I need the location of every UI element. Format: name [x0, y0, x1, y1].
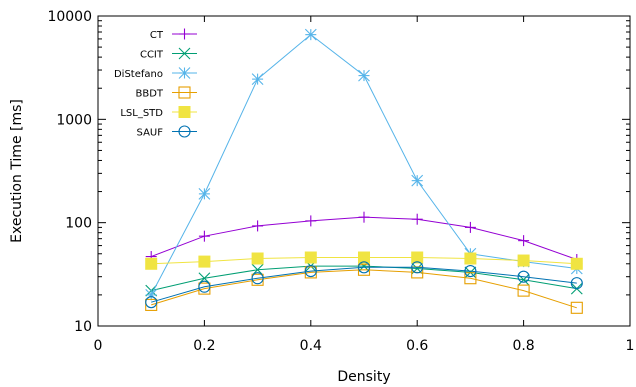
legend-label: DiStefano: [114, 69, 163, 80]
series-layer: [145, 28, 583, 314]
legend-marker: [178, 67, 191, 79]
y-tick-label: 10: [74, 319, 92, 335]
legend-item: SAUF: [137, 125, 197, 139]
data-point: [570, 277, 583, 290]
data-point: [198, 272, 211, 285]
data-point: [517, 270, 530, 283]
data-point: [252, 220, 264, 232]
data-point: [251, 73, 264, 86]
x-axis-label: Density: [337, 369, 390, 385]
legend-marker: [178, 106, 191, 118]
series-bbdt: [145, 263, 583, 314]
data-point: [570, 301, 583, 314]
legend-item: CT: [150, 28, 197, 41]
data-point: [464, 272, 477, 285]
series-lsl-std: [145, 251, 583, 270]
legend-item: LSL_STD: [120, 106, 197, 119]
legend-label: CCIT: [140, 50, 164, 61]
data-point: [304, 28, 317, 41]
series-ct: [145, 211, 583, 266]
x-tick-label: 0.2: [193, 338, 215, 354]
data-point: [198, 255, 211, 268]
legend-item: CCIT: [140, 47, 197, 61]
legend-label: BBDT: [135, 89, 163, 100]
data-point: [411, 213, 423, 225]
x-tick-label: 0: [94, 338, 103, 354]
data-point: [517, 284, 530, 297]
data-point: [145, 298, 158, 311]
data-point: [411, 174, 424, 187]
data-point: [411, 251, 424, 264]
series-line: [151, 269, 577, 309]
legend-marker: [178, 86, 191, 99]
x-tick-label: 0.6: [406, 338, 428, 354]
legend-label: SAUF: [137, 128, 164, 139]
series-line: [151, 266, 577, 303]
y-tick-label: 10000: [47, 9, 92, 25]
data-point: [304, 251, 317, 264]
data-point: [358, 69, 370, 82]
data-point: [464, 221, 476, 233]
legend-marker: [179, 28, 190, 40]
data-point: [464, 265, 477, 278]
legend-label: LSL_STD: [120, 108, 163, 119]
data-point: [570, 257, 583, 270]
legend-label: CT: [150, 30, 164, 41]
data-point: [305, 215, 317, 227]
x-axis: 0 0.2 0.4 0.6 0.8 1: [94, 16, 635, 354]
data-point: [358, 211, 370, 223]
plot-frame: [97, 15, 631, 327]
data-point: [304, 265, 317, 278]
x-tick-label: 0.4: [300, 338, 322, 354]
data-point: [518, 235, 530, 247]
data-point: [517, 254, 530, 267]
data-point: [198, 187, 211, 200]
data-point: [464, 252, 477, 265]
data-point: [251, 252, 264, 265]
legend-item: BBDT: [135, 86, 197, 100]
legend-marker: [178, 125, 191, 138]
data-point: [411, 261, 424, 274]
data-point: [358, 251, 370, 264]
y-axis-label: Execution Time [ms]: [9, 99, 25, 243]
x-tick-label: 0.8: [512, 338, 534, 354]
y-tick-label: 100: [65, 216, 92, 232]
x-tick-label: 1: [626, 338, 635, 354]
legend-item: DiStefano: [114, 67, 197, 80]
data-point: [357, 261, 371, 274]
data-point: [251, 272, 264, 285]
series-ccit: [145, 260, 583, 297]
data-point: [145, 296, 158, 309]
legend: CT CCIT DiStefano BBDT LSL_STD SAUF: [114, 28, 197, 139]
data-point: [145, 257, 158, 270]
data-point: [198, 230, 210, 242]
data-point: [198, 280, 211, 293]
y-axis: 10 100 1000 10000: [47, 9, 630, 335]
series-sauf: [145, 261, 583, 309]
y-tick-label: 1000: [56, 112, 92, 128]
legend-marker: [178, 47, 191, 60]
